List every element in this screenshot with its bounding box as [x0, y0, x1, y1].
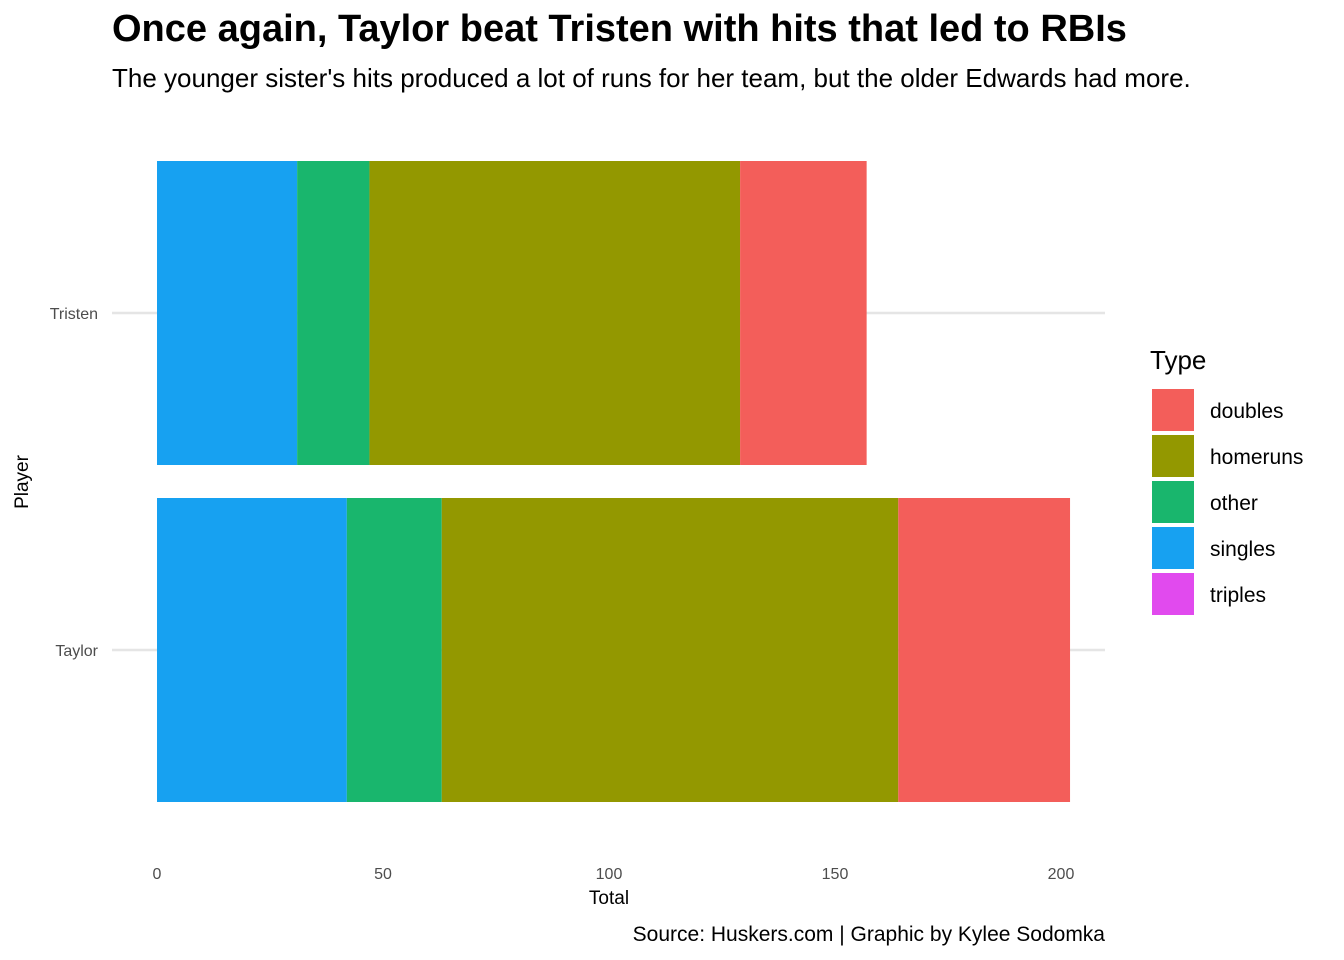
legend: Type doubles homeruns other singles triples	[1150, 345, 1303, 615]
legend-label-doubles: doubles	[1210, 400, 1284, 423]
legend-label-other: other	[1210, 492, 1258, 515]
x-tick-label-0: 0	[153, 866, 162, 883]
x-axis-title: Total	[589, 888, 629, 909]
legend-swatch-other	[1152, 481, 1194, 523]
y-tick-label-tristen: Tristen	[50, 306, 98, 323]
x-tick-label-200: 200	[1048, 866, 1075, 883]
bar-taylor-singles	[157, 498, 347, 802]
legend-swatch-homeruns	[1152, 435, 1194, 477]
legend-title: Type	[1150, 345, 1206, 375]
bar-tristen-singles	[157, 161, 298, 465]
y-tick-labels: Tristen Taylor	[50, 306, 99, 660]
legend-swatch-doubles	[1152, 389, 1194, 431]
legend-label-singles: singles	[1210, 538, 1275, 561]
chart-title: Once again, Taylor beat Tristen with hit…	[112, 8, 1127, 50]
y-tick-label-taylor: Taylor	[55, 643, 98, 660]
bar-tristen-other	[297, 161, 370, 465]
legend-swatch-triples	[1152, 573, 1194, 615]
bar-segments	[157, 161, 1071, 802]
bar-taylor-other	[346, 498, 442, 802]
bar-taylor-homeruns	[441, 498, 899, 802]
x-tick-label-150: 150	[822, 866, 849, 883]
legend-label-triples: triples	[1210, 584, 1266, 607]
x-tick-label-50: 50	[374, 866, 392, 883]
chart-subtitle: The younger sister's hits produced a lot…	[112, 63, 1191, 93]
legend-label-homeruns: homeruns	[1210, 446, 1303, 469]
y-axis-title: Player	[12, 454, 33, 509]
x-tick-label-100: 100	[596, 866, 623, 883]
bar-taylor-doubles	[898, 498, 1071, 802]
bar-tristen-doubles	[740, 161, 867, 465]
legend-swatch-singles	[1152, 527, 1194, 569]
chart-caption: Source: Huskers.com | Graphic by Kylee S…	[633, 923, 1106, 946]
bar-tristen-homeruns	[369, 161, 741, 465]
x-tick-labels: 0 50 100 150 200	[153, 866, 1075, 883]
